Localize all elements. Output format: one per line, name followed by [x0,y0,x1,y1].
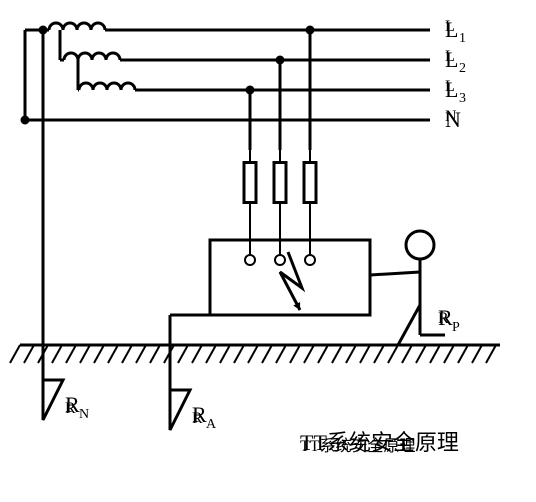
svg-text:N: N [445,107,461,132]
svg-text:R: R [65,392,80,417]
svg-text:R: R [192,402,207,427]
svg-text:3: 3 [459,91,466,106]
svg-text:TT系统安全原理: TT系统安全原理 [300,430,459,455]
svg-text:N: N [79,407,89,422]
svg-text:P: P [452,320,460,335]
svg-text:L: L [445,47,458,72]
svg-text:A: A [206,417,217,432]
svg-text:L: L [445,17,458,42]
svg-text:R: R [438,305,453,330]
svg-text:2: 2 [459,61,466,76]
svg-text:1: 1 [459,31,466,46]
svg-text:L: L [445,77,458,102]
